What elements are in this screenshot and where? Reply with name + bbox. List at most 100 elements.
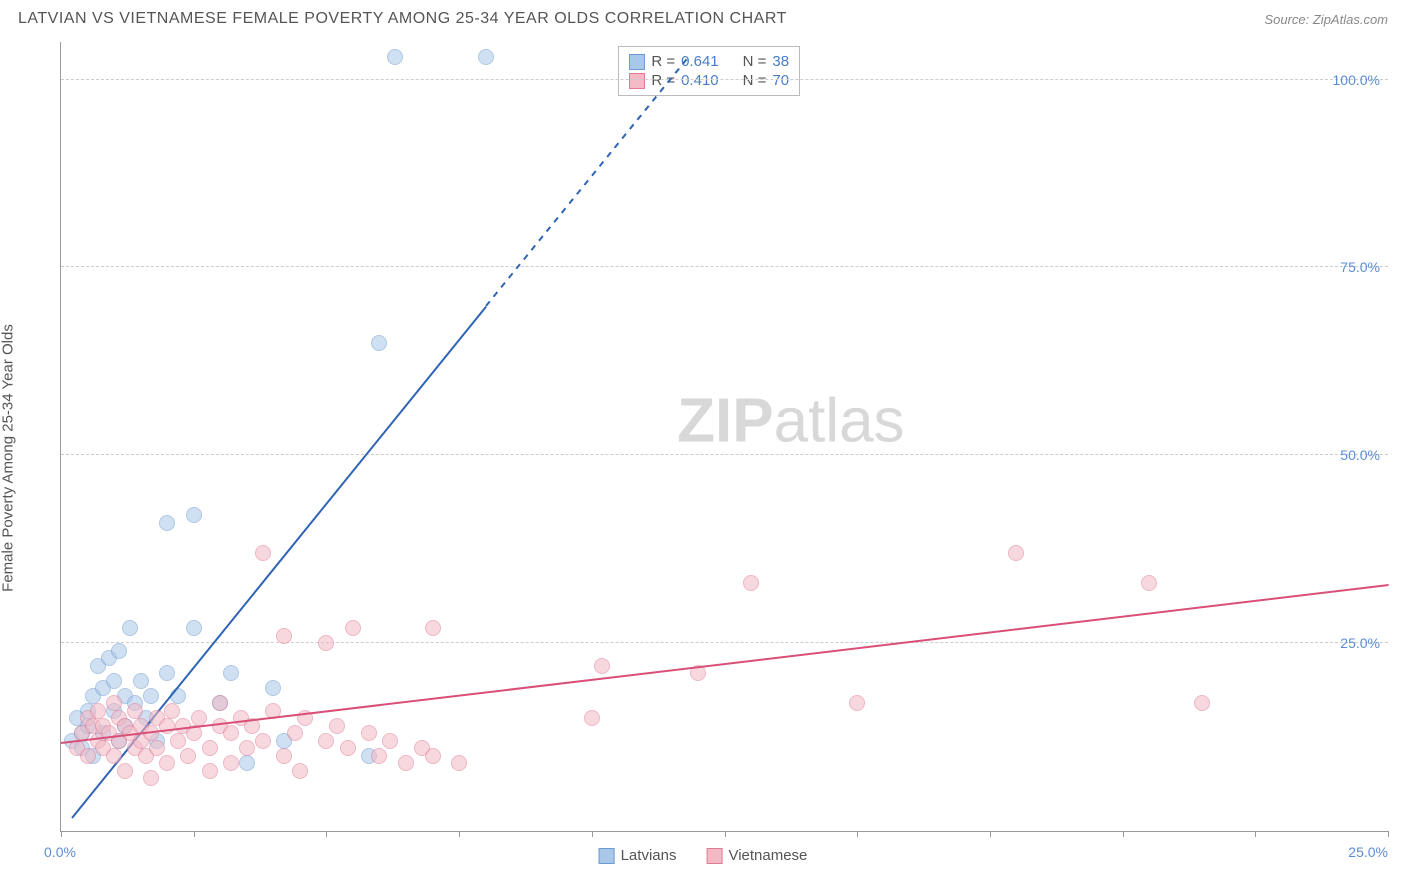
scatter-point [329, 718, 345, 734]
scatter-point [292, 763, 308, 779]
scatter-point [265, 680, 281, 696]
scatter-point [143, 770, 159, 786]
watermark: ZIPatlas [677, 385, 904, 456]
scatter-point [159, 515, 175, 531]
scatter-point [478, 49, 494, 65]
legend-item: Vietnamese [706, 847, 807, 864]
scatter-point [159, 665, 175, 681]
scatter-point [186, 507, 202, 523]
scatter-point [255, 545, 271, 561]
scatter-point [90, 703, 106, 719]
y-tick-label: 100.0% [1333, 72, 1380, 88]
stat-n-label: N = [743, 72, 767, 89]
trend-line [61, 584, 1389, 744]
stat-n-label: N = [743, 53, 767, 70]
scatter-point [133, 673, 149, 689]
gridline [61, 642, 1388, 643]
scatter-point [371, 748, 387, 764]
scatter-point [186, 620, 202, 636]
watermark-strong: ZIP [677, 386, 773, 455]
x-origin-label: 0.0% [44, 844, 76, 860]
scatter-point [371, 335, 387, 351]
chart-title: LATVIAN VS VIETNAMESE FEMALE POVERTY AMO… [18, 10, 787, 28]
scatter-point [223, 725, 239, 741]
scatter-point [276, 628, 292, 644]
scatter-point [594, 658, 610, 674]
x-tick [592, 831, 593, 837]
scatter-point [239, 740, 255, 756]
scatter-point [223, 665, 239, 681]
scatter-point [398, 755, 414, 771]
legend-swatch [599, 848, 615, 864]
chart-container: Female Poverty Among 25-34 Year Olds ZIP… [18, 42, 1388, 874]
legend-label: Latvians [621, 847, 677, 864]
scatter-point [159, 755, 175, 771]
scatter-point [849, 695, 865, 711]
x-tick [459, 831, 460, 837]
y-tick-label: 50.0% [1340, 447, 1380, 463]
legend-swatch [629, 73, 645, 89]
scatter-point [743, 575, 759, 591]
scatter-point [387, 49, 403, 65]
scatter-point [318, 733, 334, 749]
scatter-point [106, 673, 122, 689]
scatter-point [340, 740, 356, 756]
scatter-point [287, 725, 303, 741]
scatter-point [361, 725, 377, 741]
legend-stats-row: R =0.641N =38 [629, 53, 789, 70]
scatter-point [255, 733, 271, 749]
x-max-label: 25.0% [1348, 844, 1388, 860]
trend-line [485, 57, 688, 307]
stat-n-value: 38 [772, 53, 789, 70]
gridline [61, 266, 1388, 267]
scatter-point [212, 695, 228, 711]
scatter-point [425, 620, 441, 636]
scatter-point [80, 748, 96, 764]
x-tick [857, 831, 858, 837]
scatter-point [1194, 695, 1210, 711]
scatter-point [117, 763, 133, 779]
plot-area: ZIPatlas R =0.641N =38R =0.410N =70 25.0… [60, 42, 1388, 832]
scatter-point [106, 748, 122, 764]
watermark-light: atlas [774, 386, 905, 455]
x-tick [326, 831, 327, 837]
y-tick-label: 25.0% [1340, 635, 1380, 651]
legend-swatch [706, 848, 722, 864]
scatter-point [223, 755, 239, 771]
stat-n-value: 70 [772, 72, 789, 89]
scatter-point [382, 733, 398, 749]
scatter-point [106, 695, 122, 711]
legend-stats-row: R =0.410N =70 [629, 72, 789, 89]
stat-r-label: R = [651, 53, 675, 70]
scatter-point [202, 740, 218, 756]
y-axis-label: Female Poverty Among 25-34 Year Olds [0, 324, 17, 592]
legend-swatch [629, 54, 645, 70]
x-tick [990, 831, 991, 837]
scatter-point [318, 635, 334, 651]
y-tick-label: 75.0% [1340, 259, 1380, 275]
scatter-point [111, 643, 127, 659]
scatter-point [451, 755, 467, 771]
scatter-point [1008, 545, 1024, 561]
x-tick [1255, 831, 1256, 837]
scatter-point [170, 733, 186, 749]
scatter-point [345, 620, 361, 636]
header: LATVIAN VS VIETNAMESE FEMALE POVERTY AMO… [0, 0, 1406, 34]
legend-item: Latvians [599, 847, 677, 864]
scatter-point [180, 748, 196, 764]
scatter-point [276, 748, 292, 764]
x-tick [61, 831, 62, 837]
bottom-legend: Latvians Vietnamese [599, 847, 808, 864]
scatter-point [127, 703, 143, 719]
source-attribution: Source: ZipAtlas.com [1264, 12, 1388, 27]
x-tick [1388, 831, 1389, 837]
legend-stats-box: R =0.641N =38R =0.410N =70 [618, 46, 800, 96]
scatter-point [202, 763, 218, 779]
scatter-point [164, 703, 180, 719]
gridline [61, 79, 1388, 80]
scatter-point [149, 740, 165, 756]
scatter-point [122, 620, 138, 636]
scatter-point [584, 710, 600, 726]
x-tick [725, 831, 726, 837]
legend-label: Vietnamese [728, 847, 807, 864]
